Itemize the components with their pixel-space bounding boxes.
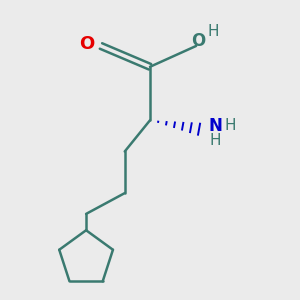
Text: H: H — [210, 133, 221, 148]
Text: N: N — [208, 117, 222, 135]
Text: H: H — [208, 24, 219, 39]
Text: O: O — [191, 32, 206, 50]
Text: O: O — [80, 35, 94, 53]
Text: H: H — [224, 118, 236, 133]
